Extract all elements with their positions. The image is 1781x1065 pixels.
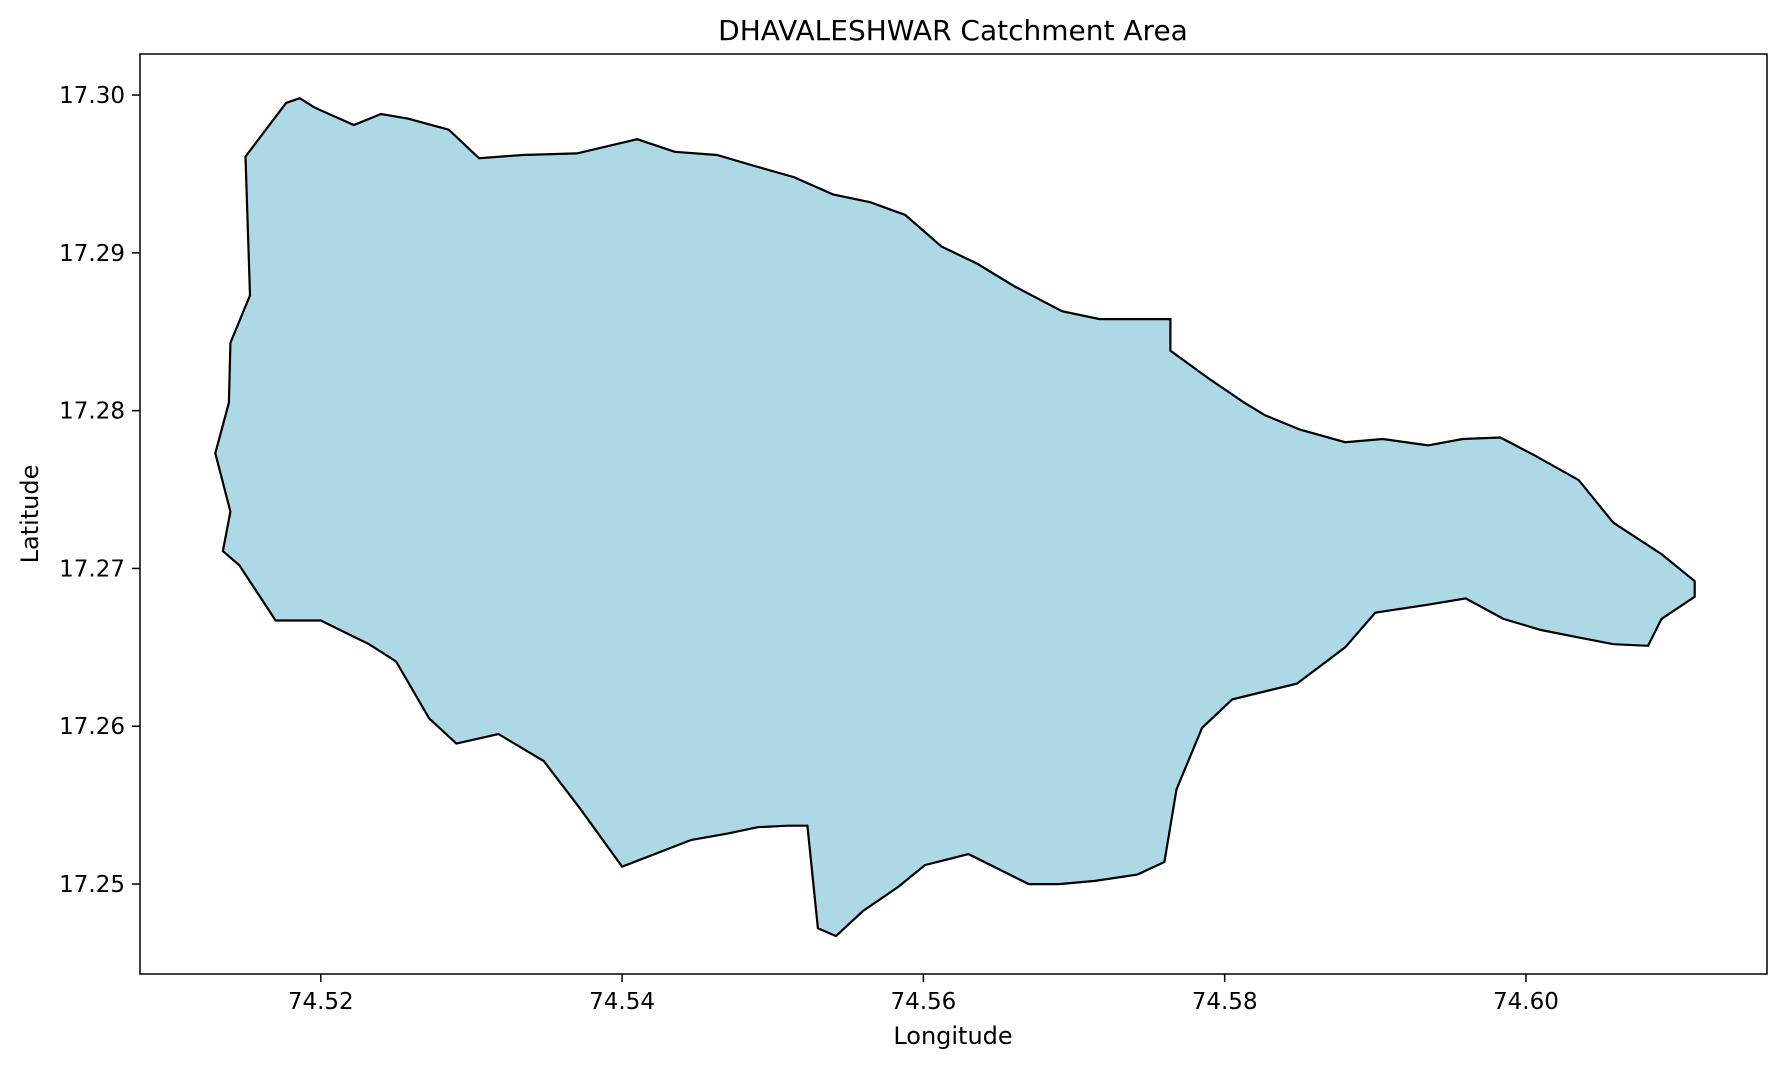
x-tick-label: 74.56 <box>890 989 956 1015</box>
y-axis-label: Latitude <box>16 465 44 564</box>
y-axis: 17.25 17.26 17.27 17.28 17.29 17.30 <box>59 83 140 898</box>
y-tick-label: 17.26 <box>59 714 125 740</box>
y-tick-label: 17.29 <box>59 241 125 267</box>
x-tick-label: 74.60 <box>1493 989 1559 1015</box>
y-tick-label: 17.30 <box>59 83 125 109</box>
y-tick-label: 17.25 <box>59 872 125 898</box>
catchment-polygon <box>214 96 1696 938</box>
y-tick-label: 17.27 <box>59 556 125 582</box>
x-tick-label: 74.54 <box>589 989 655 1015</box>
x-tick-label: 74.52 <box>288 989 354 1015</box>
chart-title: DHAVALESHWAR Catchment Area <box>718 14 1188 47</box>
x-axis: 74.52 74.54 74.56 74.58 74.60 <box>288 974 1559 1015</box>
plot-area <box>139 53 1768 975</box>
plot-frame <box>139 53 1768 975</box>
x-axis-label: Longitude <box>893 1022 1012 1050</box>
x-tick-label: 74.58 <box>1192 989 1258 1015</box>
y-tick-label: 17.28 <box>59 399 125 425</box>
